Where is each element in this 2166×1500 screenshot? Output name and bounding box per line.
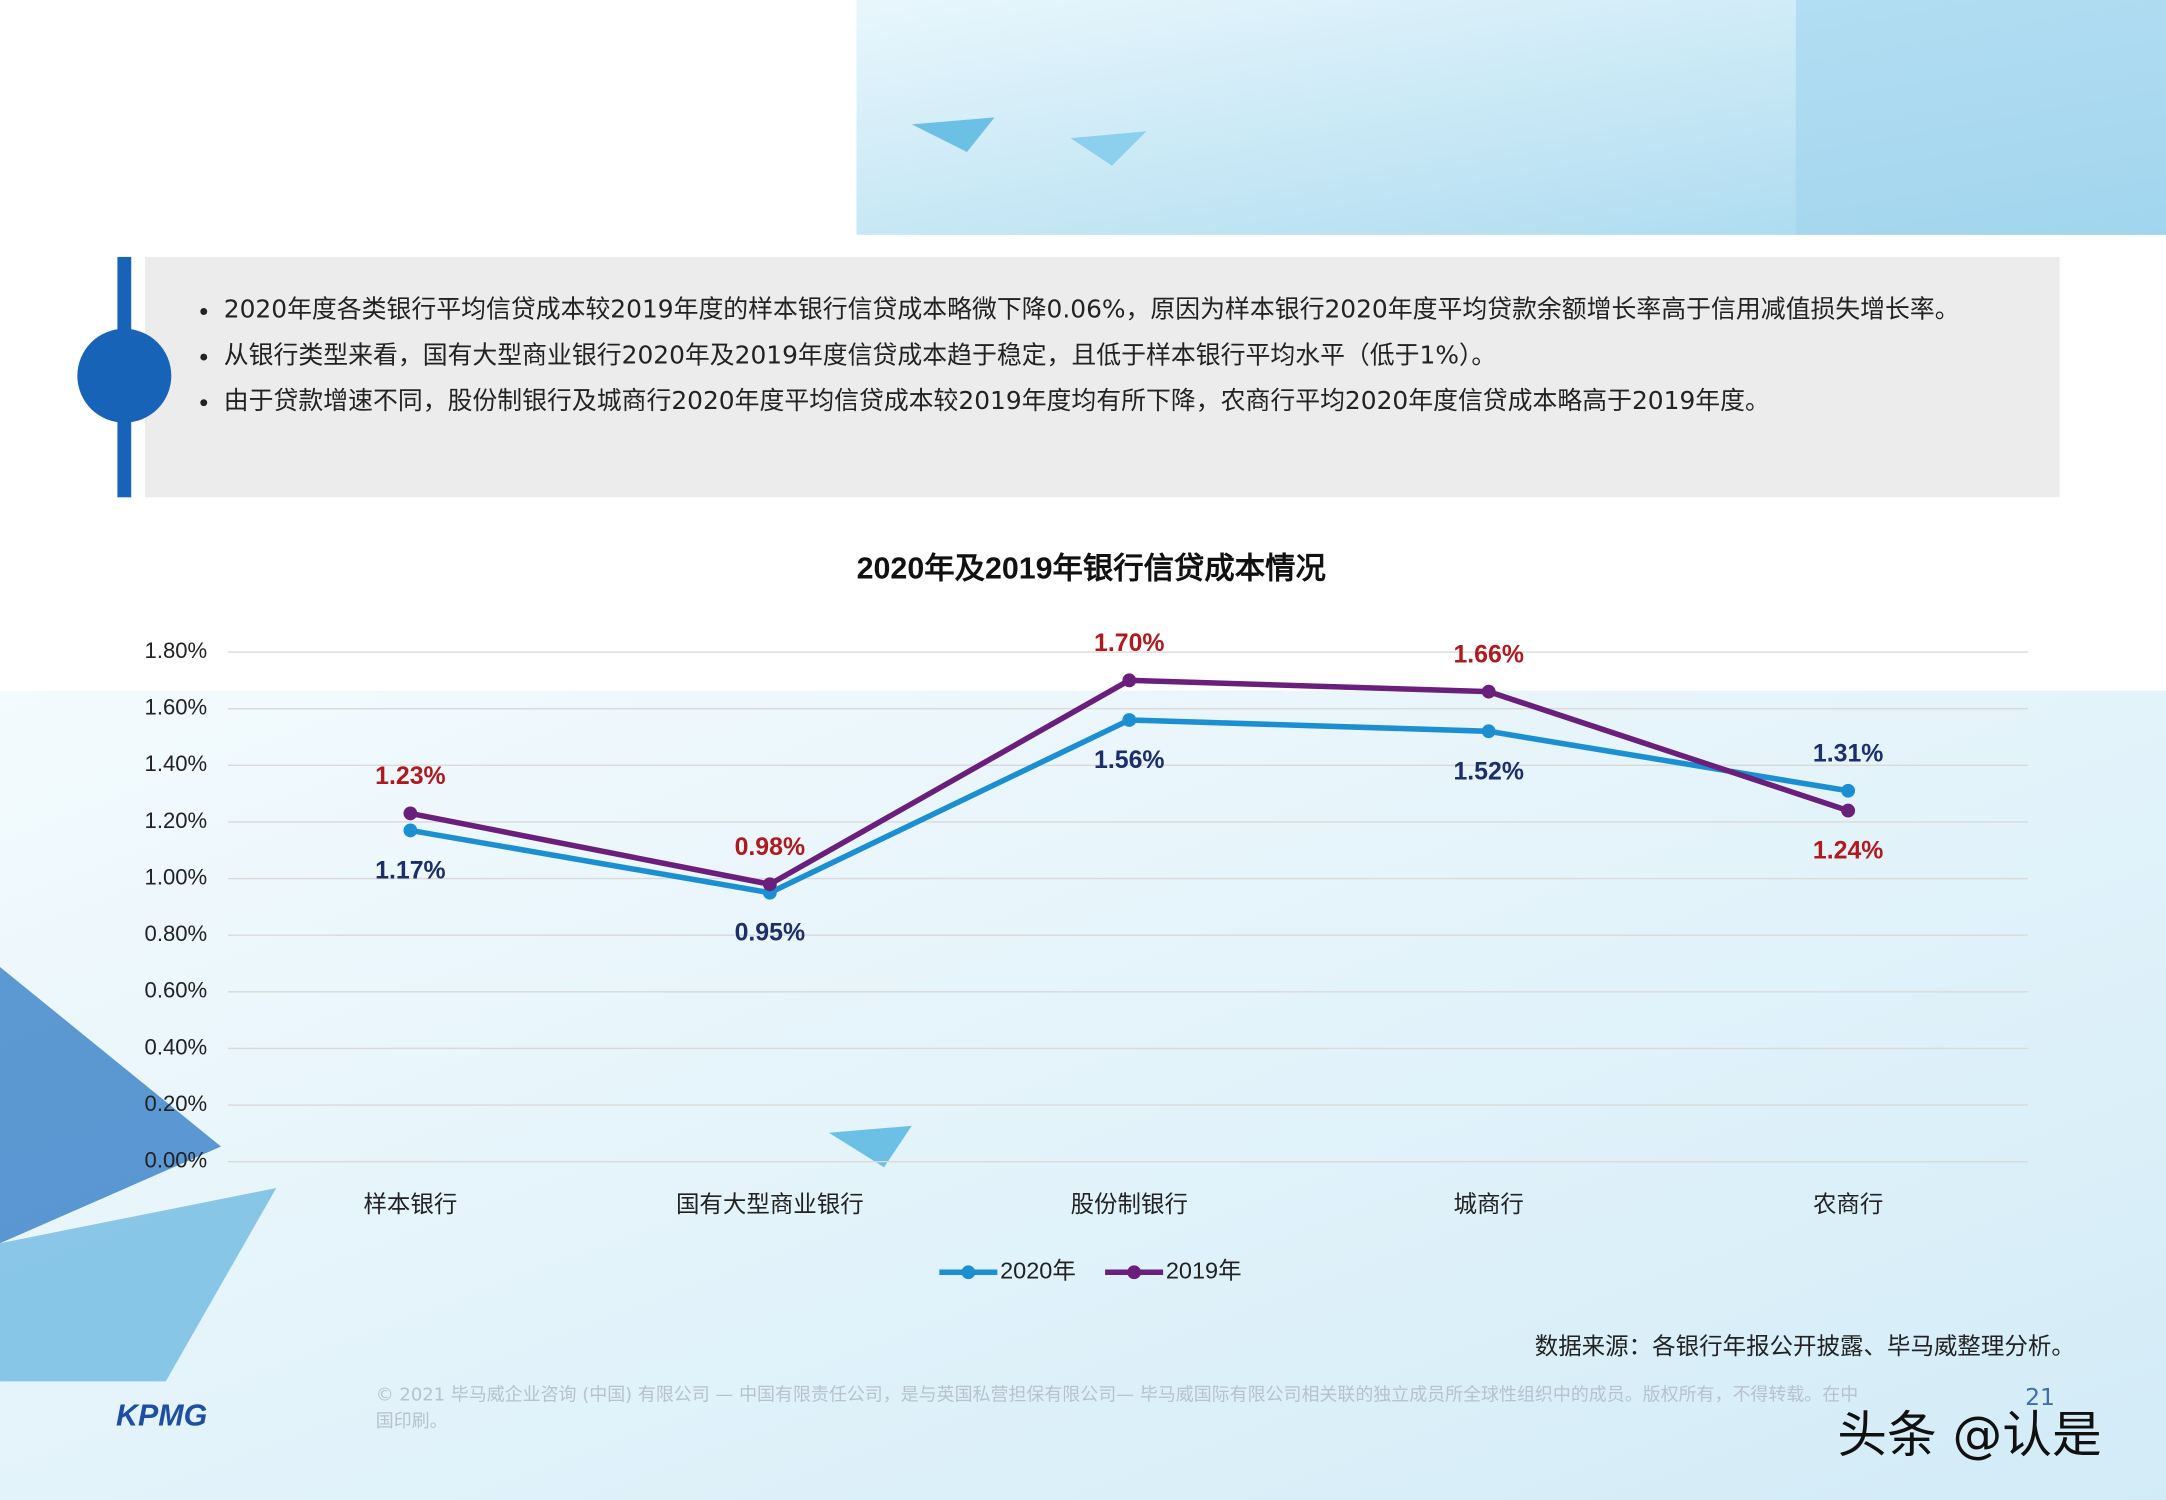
bullet: 由于贷款增速不同，股份制银行及城商行2020年度平均信贷成本较2019年度均有所… [224, 378, 2082, 424]
legend-label: 2020年 [1000, 1257, 1076, 1283]
y-tick-label: 1.60% [145, 694, 208, 719]
y-tick-label: 1.00% [145, 864, 208, 889]
data-label: 1.24% [1813, 837, 1884, 865]
legend-marker [1127, 1265, 1142, 1280]
data-point [1481, 724, 1496, 739]
data-label: 1.23% [375, 762, 445, 790]
logo: KPMG [116, 1397, 208, 1433]
data-point [403, 823, 418, 838]
y-tick-label: 1.20% [145, 808, 208, 833]
icon [77, 328, 172, 423]
chart-title: 2020年及2019年银行信贷成本情况 [857, 552, 1326, 586]
y-tick-label: 0.20% [145, 1091, 208, 1116]
y-tick-label: 0.40% [145, 1034, 208, 1059]
data-label: 1.70% [1094, 629, 1165, 657]
data-point [1481, 684, 1496, 699]
copyright: © 2021 毕马威企业咨询 (中国) 有限公司 — 中国有限责任公司，是与英国… [375, 1385, 1859, 1433]
data-label: 0.98% [735, 833, 806, 861]
summary-box [145, 256, 2060, 498]
y-tick-label: 0.00% [145, 1148, 208, 1173]
data-point [762, 877, 777, 892]
source: 数据来源：各银行年报公开披露、毕马威整理分析。 [1534, 1333, 2075, 1361]
bullet: 2020年度各类银行平均信贷成本较2019年度的样本银行信贷成本略微下降0.06… [224, 287, 2082, 333]
data-label: 1.17% [375, 856, 445, 884]
x-tick-label: 样本银行 [363, 1191, 457, 1217]
y-tick-label: 1.80% [145, 638, 208, 663]
data-point [403, 806, 418, 821]
y-tick-label: 0.80% [145, 921, 208, 946]
x-tick-label: 国有大型商业银行 [676, 1191, 864, 1217]
series-line [409, 677, 1850, 888]
data-point [1122, 673, 1137, 688]
watermark: 头条 @认是 [1837, 1407, 2102, 1465]
data-label: 0.95% [735, 919, 806, 947]
x-tick-label: 股份制银行 [1071, 1191, 1188, 1217]
bullet: 从银行类型来看，国有大型商业银行2020年及2019年度信贷成本趋于稳定，且低于… [224, 333, 2082, 379]
y-tick-label: 0.60% [145, 978, 208, 1003]
data-point [1122, 713, 1137, 727]
data-label: 1.31% [1813, 739, 1884, 767]
data-label: 1.66% [1453, 640, 1524, 668]
legend-marker [961, 1265, 976, 1280]
data-point [1841, 803, 1856, 818]
data-label: 1.52% [1453, 757, 1524, 785]
legend-label: 2019年 [1166, 1257, 1242, 1283]
bullet-list: 2020年度各类银行平均信贷成本较2019年度的样本银行信贷成本略微下降0.06… [193, 287, 2081, 424]
data-point [1841, 783, 1856, 798]
x-tick-label: 城商行 [1454, 1191, 1524, 1217]
data-label: 1.56% [1094, 746, 1165, 774]
x-tick-label: 农商行 [1813, 1191, 1883, 1217]
y-tick-label: 1.40% [145, 751, 208, 776]
page-number: 21 [2025, 1384, 2055, 1412]
